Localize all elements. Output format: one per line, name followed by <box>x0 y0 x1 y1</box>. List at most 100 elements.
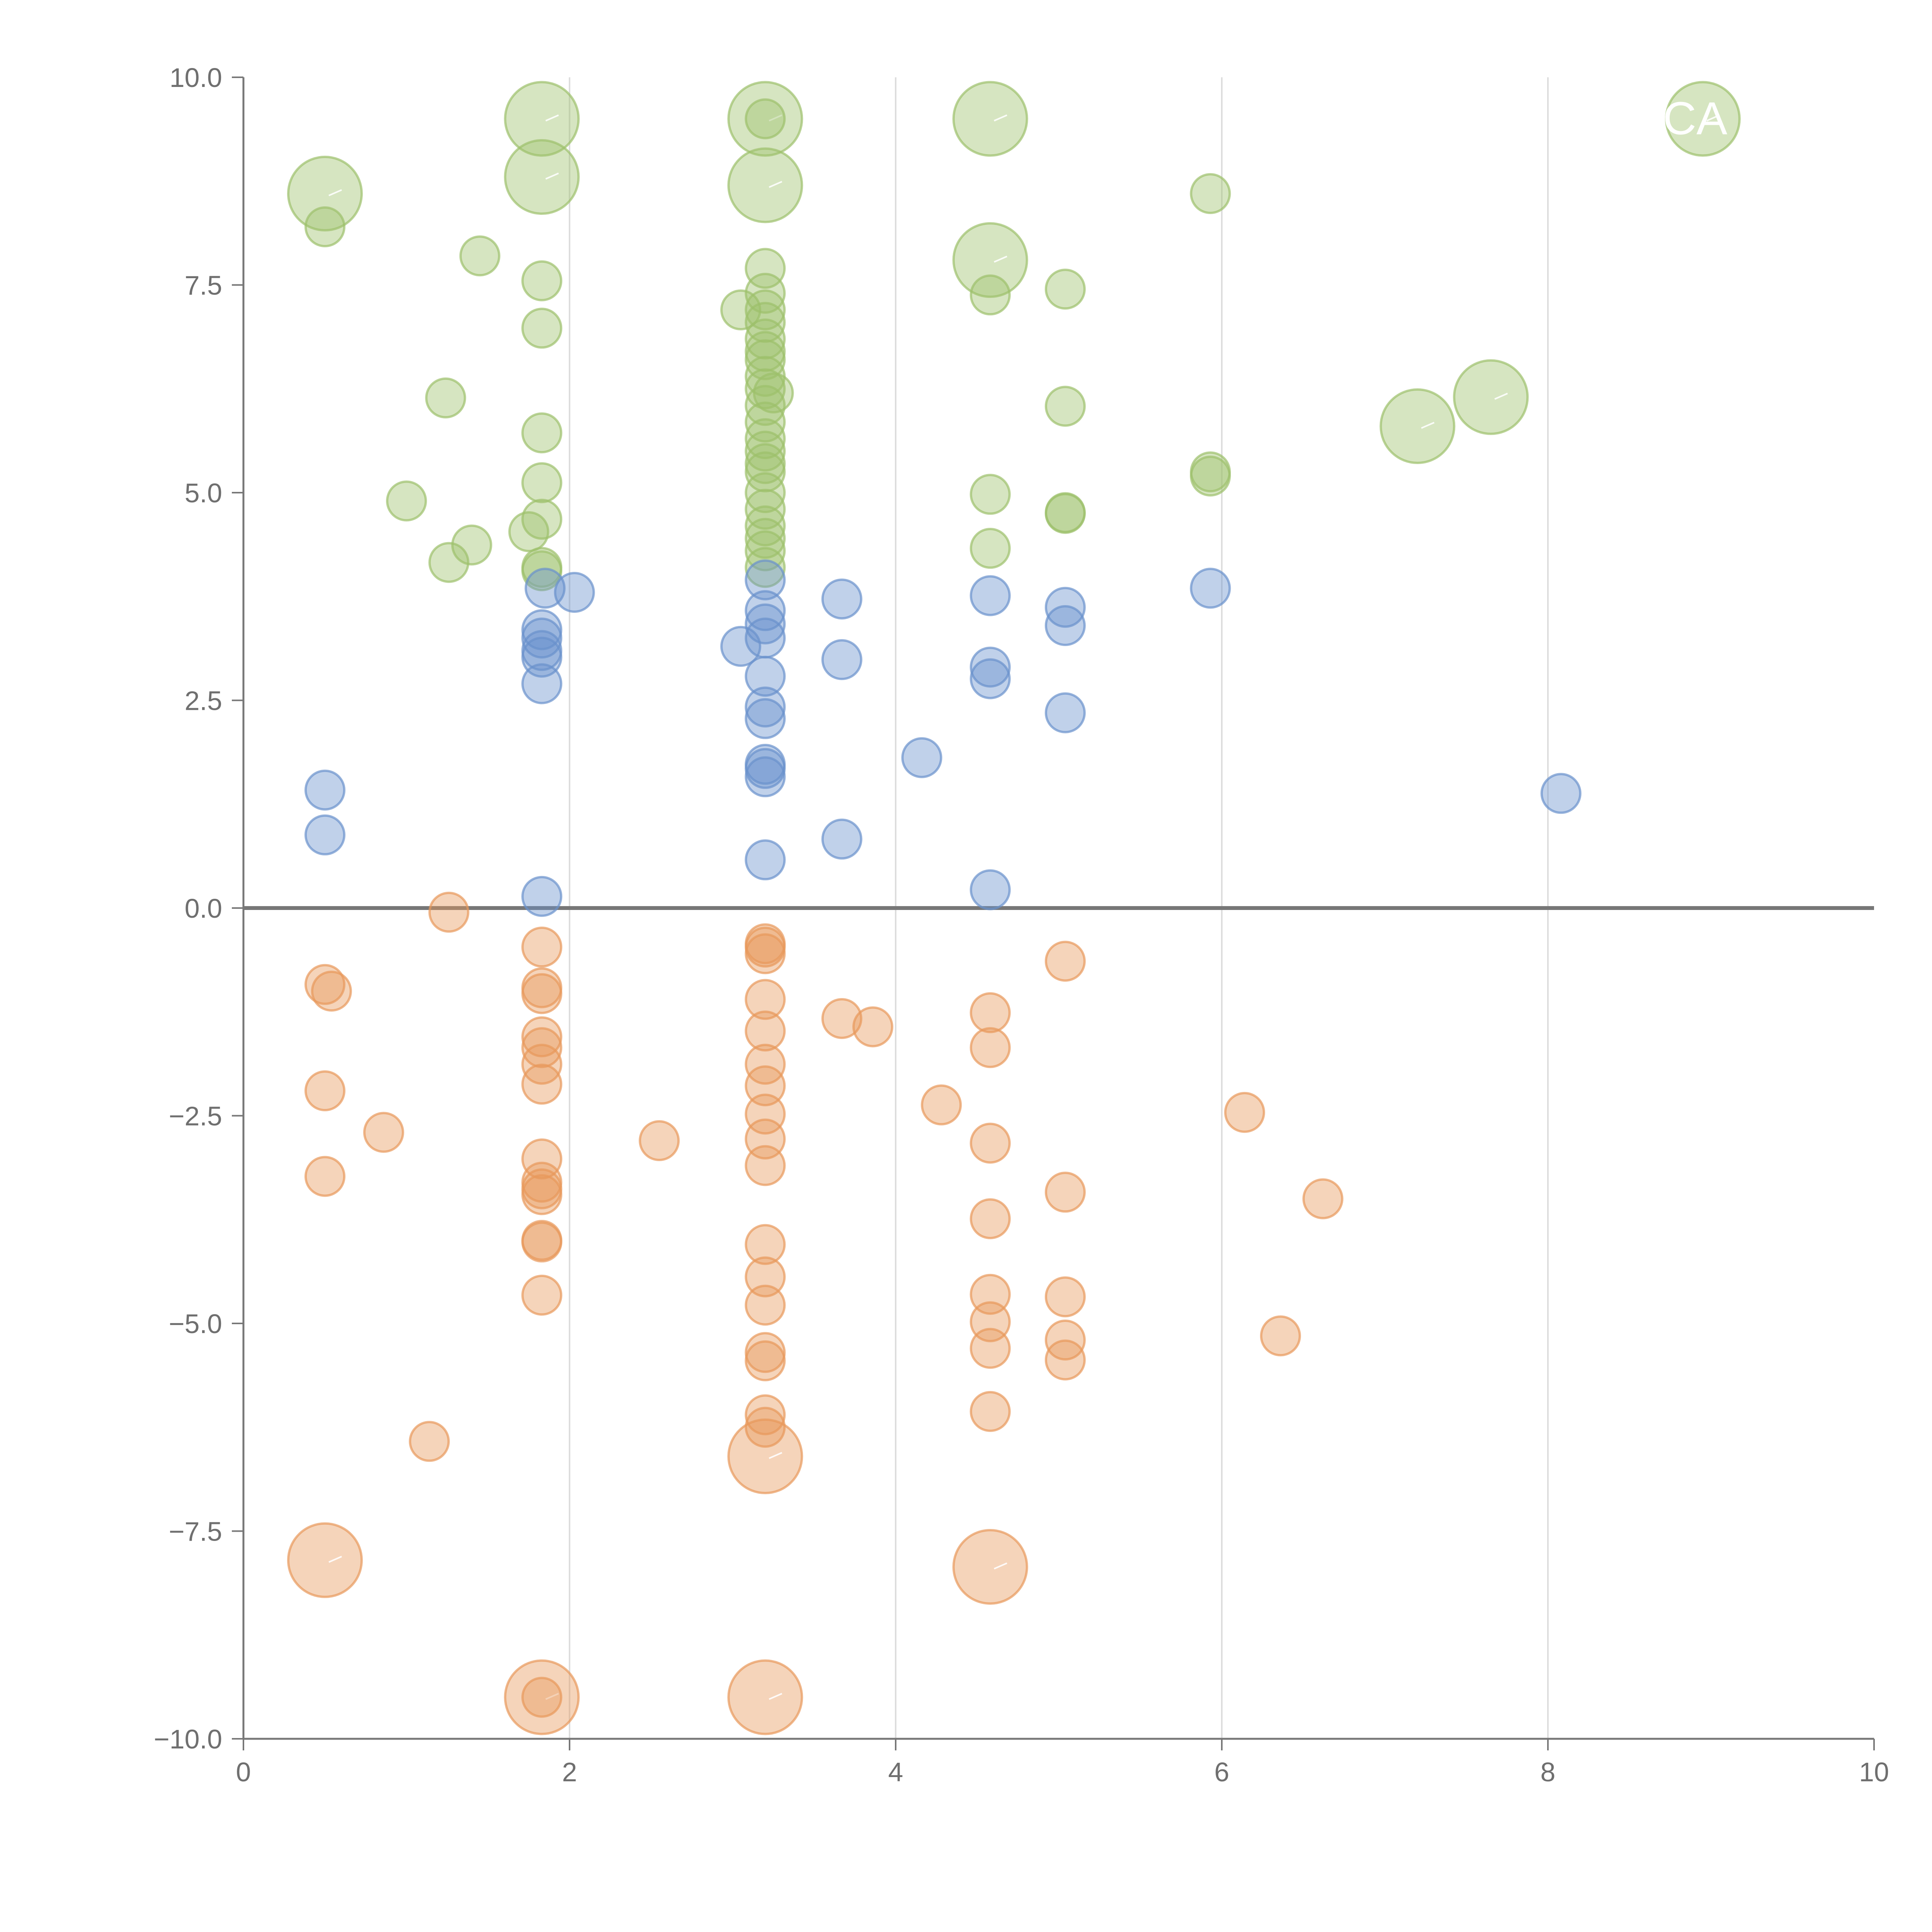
data-point-green <box>745 530 786 571</box>
data-point-green <box>386 480 427 522</box>
leader-line <box>993 1562 1007 1570</box>
data-point-green <box>521 498 563 540</box>
data-point-orange <box>521 973 563 1014</box>
data-point-blue <box>745 698 786 739</box>
data-point-orange <box>745 1340 786 1381</box>
data-point-blue <box>821 578 862 620</box>
leader-line <box>545 114 559 122</box>
data-point-green <box>745 339 786 380</box>
data-point-green <box>459 235 500 277</box>
data-point-orange <box>521 1174 563 1215</box>
y-tick-label: −2.5 <box>169 1101 222 1131</box>
y-tick-label: 7.5 <box>185 270 222 301</box>
data-point-green <box>745 302 786 343</box>
data-point-green <box>727 147 803 223</box>
data-point-green <box>745 418 786 459</box>
data-point-blue <box>521 663 563 704</box>
y-tick-label: −7.5 <box>169 1517 222 1547</box>
data-point-orange <box>745 1224 786 1265</box>
x-tick-label: 0 <box>236 1757 251 1787</box>
data-point-orange <box>727 1418 803 1494</box>
data-point-orange <box>1260 1315 1301 1357</box>
data-point-green <box>745 489 786 530</box>
data-point-blue <box>821 639 862 680</box>
data-point-orange <box>1302 1178 1344 1219</box>
data-point-orange <box>969 992 1011 1033</box>
data-point-blue <box>745 559 786 600</box>
data-point-blue <box>1044 605 1086 646</box>
data-point-orange <box>921 1084 962 1126</box>
data-point-green <box>504 81 580 157</box>
x-tick-label: 6 <box>1214 1757 1230 1787</box>
y-tick-label: 2.5 <box>185 686 222 716</box>
data-point-green <box>287 156 363 231</box>
data-point-orange <box>745 1406 786 1448</box>
data-point-orange <box>852 1006 893 1048</box>
data-point-orange <box>428 891 469 933</box>
data-point-orange <box>304 1070 345 1111</box>
data-point-green <box>969 274 1011 316</box>
data-point-green <box>521 412 563 454</box>
data-point-orange <box>745 1394 786 1435</box>
data-point-blue <box>901 737 942 778</box>
data-point-green <box>745 318 786 360</box>
data-point-green <box>521 462 563 503</box>
data-point-green <box>1453 359 1529 435</box>
data-point-blue <box>745 756 786 798</box>
data-point-green <box>745 273 786 314</box>
data-point-blue <box>969 646 1011 688</box>
data-point-green <box>1379 388 1456 464</box>
data-point-orange <box>745 979 786 1020</box>
data-point-orange <box>304 964 345 1005</box>
data-point-blue <box>745 839 786 881</box>
data-point-orange <box>969 1198 1011 1240</box>
data-point-green <box>745 505 786 546</box>
data-point-orange <box>521 1027 563 1068</box>
data-point-orange <box>745 1010 786 1052</box>
data-point-orange <box>745 1256 786 1298</box>
data-point-orange <box>521 1063 563 1105</box>
data-point-green <box>428 542 469 583</box>
data-point-green <box>969 474 1011 515</box>
data-point-green <box>952 222 1028 298</box>
data-point-blue <box>821 818 862 860</box>
data-point-blue <box>304 769 345 811</box>
data-point-green <box>745 98 786 139</box>
x-tick-label: 4 <box>888 1757 903 1787</box>
data-point-green <box>745 248 786 289</box>
data-point-green <box>745 451 786 493</box>
data-point-green <box>521 260 563 301</box>
data-points <box>287 81 1741 1735</box>
x-tick-label: 8 <box>1541 1757 1556 1787</box>
data-point-blue <box>969 575 1011 616</box>
data-point-green <box>745 472 786 513</box>
data-point-green <box>425 377 466 418</box>
data-point-green <box>1190 456 1231 497</box>
data-point-orange <box>727 1659 803 1735</box>
data-point-green <box>1044 269 1086 310</box>
data-point-green <box>1665 81 1741 157</box>
data-point-orange <box>745 1284 786 1326</box>
data-point-green <box>521 308 563 349</box>
data-point-orange <box>1224 1092 1265 1133</box>
data-point-orange <box>363 1112 404 1153</box>
data-point-blue <box>521 876 563 917</box>
y-tick-label: 0.0 <box>185 893 222 923</box>
data-point-orange <box>639 1120 680 1161</box>
leader-line <box>545 172 559 180</box>
data-point-orange <box>969 1328 1011 1369</box>
leader-line <box>769 1452 782 1459</box>
data-point-orange <box>969 1027 1011 1068</box>
data-point-green <box>504 139 580 215</box>
y-tick-label: −10.0 <box>154 1724 222 1754</box>
data-point-green <box>745 547 786 588</box>
data-point-green <box>1044 493 1086 534</box>
data-point-orange <box>521 1274 563 1316</box>
axes-layer: 0 2 4 6 8 10 10.0 7.5 5.0 2.5 0.0 −2.5 −5.0 −7.5 −10.0 <box>154 63 1889 1787</box>
data-point-orange <box>952 1529 1028 1605</box>
data-point-orange <box>745 1044 786 1085</box>
data-point-orange <box>521 1138 563 1180</box>
data-point-green <box>952 81 1028 157</box>
leader-line <box>1494 393 1508 400</box>
